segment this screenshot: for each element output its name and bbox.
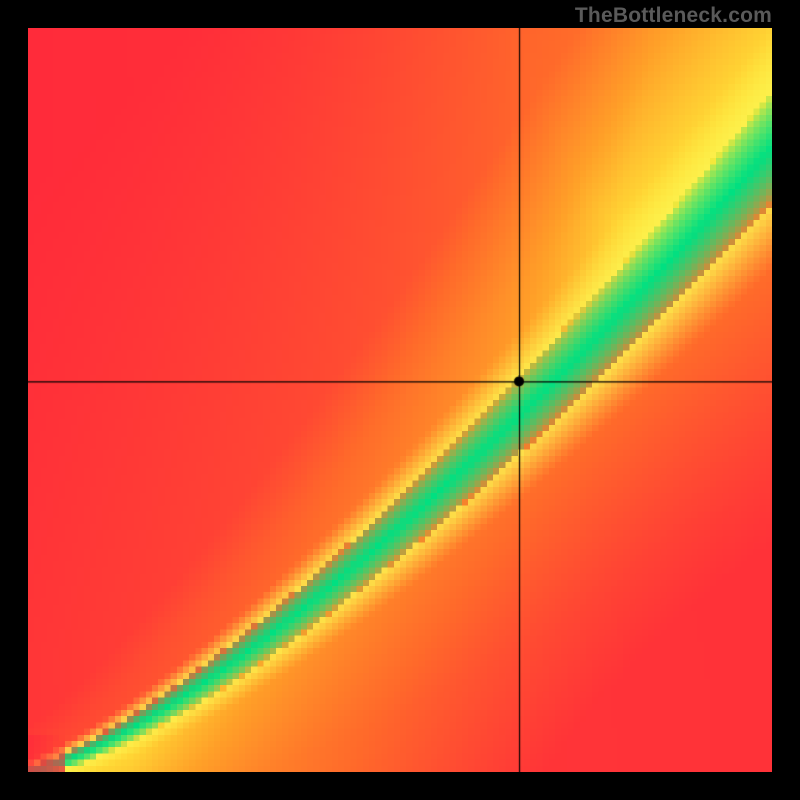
watermark-text: TheBottleneck.com [575, 4, 772, 28]
chart-container: TheBottleneck.com [0, 0, 800, 800]
crosshair-overlay [28, 28, 772, 772]
